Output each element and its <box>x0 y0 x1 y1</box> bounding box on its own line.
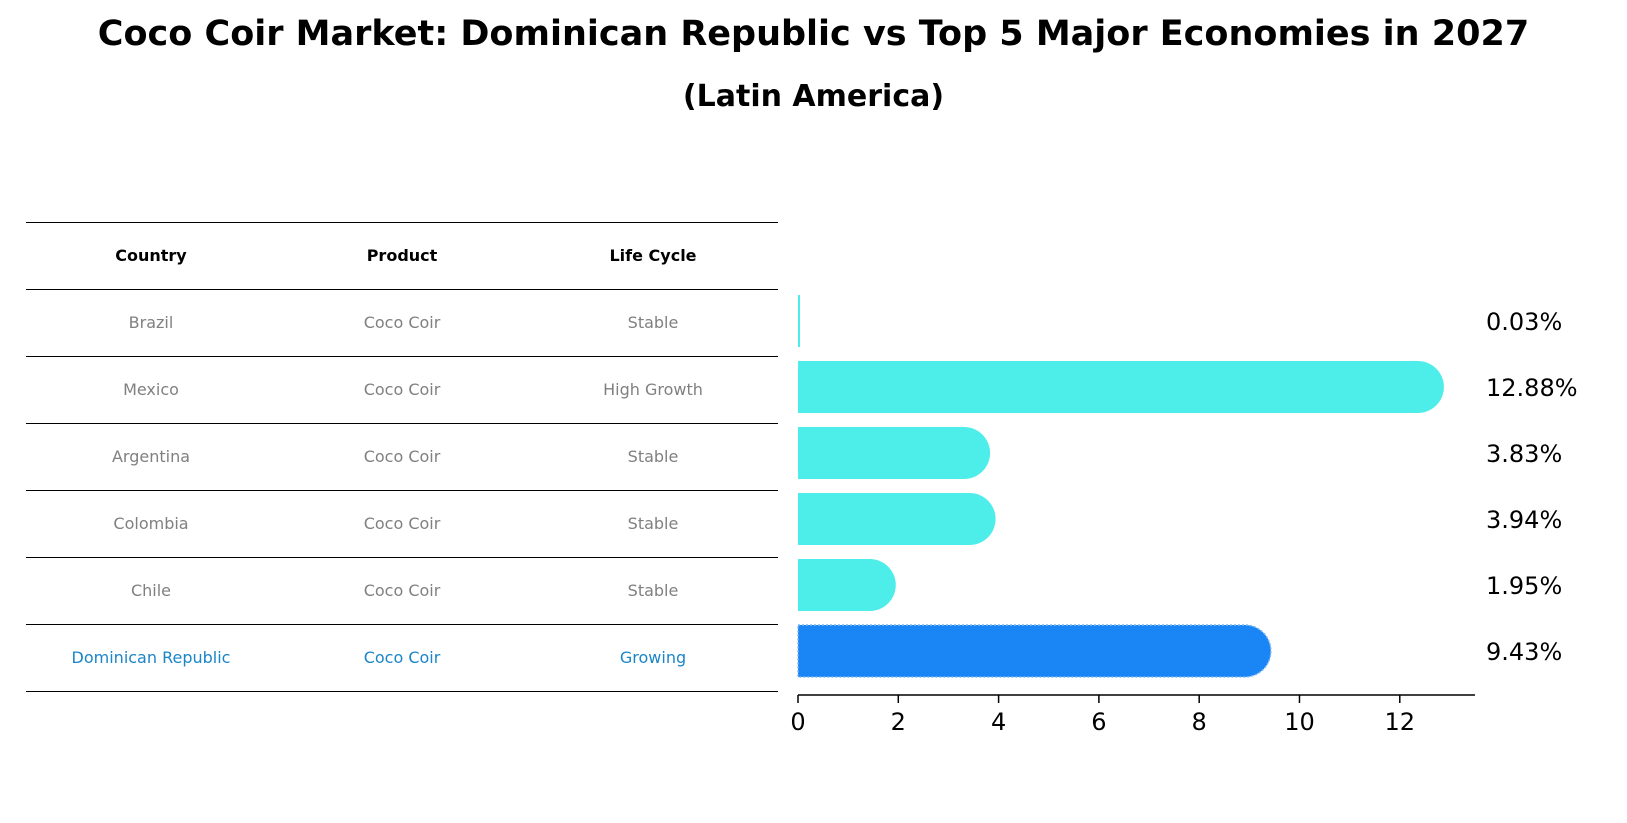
table-header-row: Country Product Life Cycle <box>26 222 778 289</box>
header-life-cycle: Life Cycle <box>609 246 697 265</box>
bar <box>798 559 896 611</box>
data-label: 0.03% <box>1486 308 1562 336</box>
cell-country: Colombia <box>113 514 189 533</box>
data-label: 12.88% <box>1486 374 1578 402</box>
table-row: Brazil Coco Coir Stable <box>26 289 778 356</box>
country-table: Country Product Life Cycle Brazil Coco C… <box>26 222 778 692</box>
table-row: Argentina Coco Coir Stable <box>26 423 778 490</box>
cell-life-cycle: Stable <box>627 313 679 332</box>
cell-country: Argentina <box>111 447 191 466</box>
x-tick-label: 12 <box>1385 708 1416 736</box>
table-row: Chile Coco Coir Stable <box>26 557 778 624</box>
x-tick-label: 6 <box>1091 708 1106 736</box>
x-tick-label: 4 <box>991 708 1006 736</box>
cell-product: Coco Coir <box>363 514 441 533</box>
bar <box>798 295 800 347</box>
table-row: Colombia Coco Coir Stable <box>26 490 778 557</box>
bar <box>798 361 1444 413</box>
cell-product: Coco Coir <box>363 447 441 466</box>
cell-country: Mexico <box>123 380 179 399</box>
x-tick-label: 0 <box>790 708 805 736</box>
table-row: Mexico Coco Coir High Growth <box>26 356 778 423</box>
table-row-highlight: Dominican Republic Coco Coir Growing <box>26 624 778 692</box>
cell-country: Brazil <box>128 313 174 332</box>
x-tick-label: 2 <box>891 708 906 736</box>
cell-product: Coco Coir <box>363 380 441 399</box>
cell-product: Coco Coir <box>363 313 441 332</box>
cell-country: Dominican Republic <box>71 648 231 667</box>
bar-highlight <box>797 624 1272 678</box>
bar <box>798 427 991 479</box>
cell-life-cycle: Stable <box>627 447 679 466</box>
data-label: 1.95% <box>1486 572 1562 600</box>
cell-life-cycle: Stable <box>627 581 679 600</box>
header-country: Country <box>115 246 187 265</box>
cell-life-cycle: Growing <box>619 648 687 667</box>
bar <box>798 493 996 545</box>
cell-life-cycle: Stable <box>627 514 679 533</box>
x-tick-label: 8 <box>1192 708 1207 736</box>
chart-title: Coco Coir Market: Dominican Republic vs … <box>97 14 1530 54</box>
data-label: 9.43% <box>1486 638 1562 666</box>
cell-country: Chile <box>130 581 172 600</box>
x-tick-label: 10 <box>1284 708 1315 736</box>
cell-life-cycle: High Growth <box>603 380 703 399</box>
data-label: 3.83% <box>1486 440 1562 468</box>
cell-product: Coco Coir <box>363 581 441 600</box>
data-label: 3.94% <box>1486 506 1562 534</box>
header-product: Product <box>366 246 438 265</box>
chart-subtitle: (Latin America) <box>682 79 945 114</box>
cell-product: Coco Coir <box>363 648 441 667</box>
